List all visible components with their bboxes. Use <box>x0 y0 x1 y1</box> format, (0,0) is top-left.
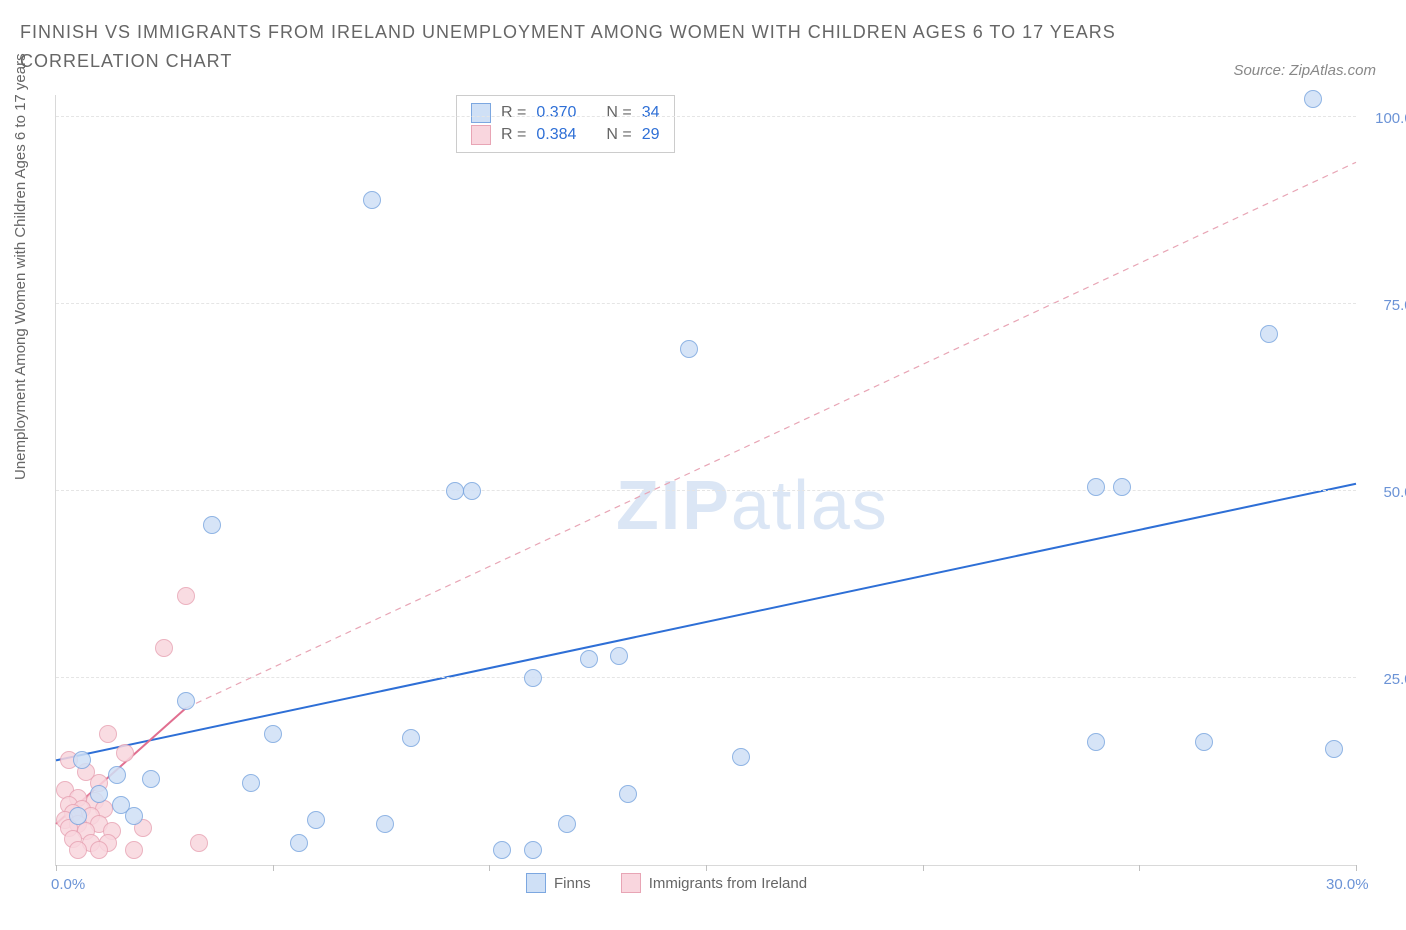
scatter-point-ireland <box>99 725 117 743</box>
gridline <box>56 677 1356 678</box>
scatter-point-finns <box>493 841 511 859</box>
scatter-point-finns <box>108 766 126 784</box>
legend-stats-row-finns: R = 0.370 N = 34 <box>471 102 660 124</box>
y-axis-label: Unemployment Among Women with Children A… <box>12 53 29 480</box>
scatter-point-finns <box>402 729 420 747</box>
legend-stats-box: R = 0.370 N = 34 R = 0.384 N = 29 <box>456 95 675 153</box>
r-value-ireland: 0.384 <box>536 126 576 144</box>
scatter-point-finns <box>1087 478 1105 496</box>
x-tick-mark <box>1356 865 1357 871</box>
scatter-point-finns <box>1113 478 1131 496</box>
scatter-point-ireland <box>177 587 195 605</box>
scatter-point-finns <box>307 811 325 829</box>
legend-item-finns: Finns <box>526 873 591 893</box>
scatter-point-finns <box>610 647 628 665</box>
scatter-point-finns <box>264 725 282 743</box>
x-tick-mark <box>1139 865 1140 871</box>
x-tick-label-right: 30.0% <box>1326 876 1369 893</box>
scatter-point-finns <box>203 516 221 534</box>
y-tick-label: 50.0% <box>1366 484 1406 501</box>
scatter-point-finns <box>732 748 750 766</box>
regression-lines <box>56 95 1356 865</box>
scatter-point-finns <box>1325 740 1343 758</box>
legend-label-finns: Finns <box>554 875 591 892</box>
r-label: R = <box>501 104 526 122</box>
r-label: R = <box>501 126 526 144</box>
scatter-point-finns <box>125 807 143 825</box>
scatter-point-ireland <box>125 841 143 859</box>
scatter-point-finns <box>524 669 542 687</box>
y-tick-label: 25.0% <box>1366 671 1406 688</box>
scatter-point-finns <box>580 650 598 668</box>
scatter-point-finns <box>524 841 542 859</box>
x-tick-mark <box>923 865 924 871</box>
legend-label-ireland: Immigrants from Ireland <box>649 875 807 892</box>
scatter-point-finns <box>363 191 381 209</box>
legend-swatch-ireland <box>471 125 491 145</box>
scatter-point-finns <box>142 770 160 788</box>
x-tick-mark <box>56 865 57 871</box>
scatter-plot-area: ZIPatlas R = 0.370 N = 34 R = 0.384 N = … <box>55 95 1356 866</box>
n-label: N = <box>606 104 631 122</box>
gridline <box>56 303 1356 304</box>
scatter-point-finns <box>463 482 481 500</box>
x-tick-mark <box>273 865 274 871</box>
y-tick-label: 75.0% <box>1366 297 1406 314</box>
gridline <box>56 490 1356 491</box>
scatter-point-finns <box>376 815 394 833</box>
n-label: N = <box>606 126 631 144</box>
x-tick-label-left: 0.0% <box>51 876 85 893</box>
scatter-point-finns <box>90 785 108 803</box>
scatter-point-finns <box>1087 733 1105 751</box>
bottom-legend: Finns Immigrants from Ireland <box>526 873 807 893</box>
scatter-point-finns <box>1304 90 1322 108</box>
scatter-point-finns <box>558 815 576 833</box>
scatter-point-finns <box>619 785 637 803</box>
scatter-point-finns <box>177 692 195 710</box>
legend-item-ireland: Immigrants from Ireland <box>621 873 807 893</box>
legend-swatch-finns <box>526 873 546 893</box>
legend-swatch-ireland <box>621 873 641 893</box>
scatter-point-finns <box>242 774 260 792</box>
scatter-point-ireland <box>155 639 173 657</box>
scatter-point-finns <box>73 751 91 769</box>
scatter-point-ireland <box>190 834 208 852</box>
x-tick-mark <box>489 865 490 871</box>
n-value-ireland: 29 <box>642 126 660 144</box>
source-attribution: Source: ZipAtlas.com <box>1233 62 1376 79</box>
x-tick-mark <box>706 865 707 871</box>
scatter-point-finns <box>680 340 698 358</box>
scatter-point-ireland <box>90 841 108 859</box>
scatter-point-ireland <box>69 841 87 859</box>
y-tick-label: 100.0% <box>1366 110 1406 127</box>
scatter-point-finns <box>1195 733 1213 751</box>
scatter-point-finns <box>446 482 464 500</box>
scatter-point-finns <box>69 807 87 825</box>
scatter-point-finns <box>1260 325 1278 343</box>
legend-stats-row-ireland: R = 0.384 N = 29 <box>471 124 660 146</box>
n-value-finns: 34 <box>642 104 660 122</box>
legend-swatch-finns <box>471 103 491 123</box>
scatter-point-finns <box>290 834 308 852</box>
r-value-finns: 0.370 <box>536 104 576 122</box>
gridline <box>56 116 1356 117</box>
scatter-point-ireland <box>116 744 134 762</box>
chart-title: FINNISH VS IMMIGRANTS FROM IRELAND UNEMP… <box>20 18 1170 76</box>
